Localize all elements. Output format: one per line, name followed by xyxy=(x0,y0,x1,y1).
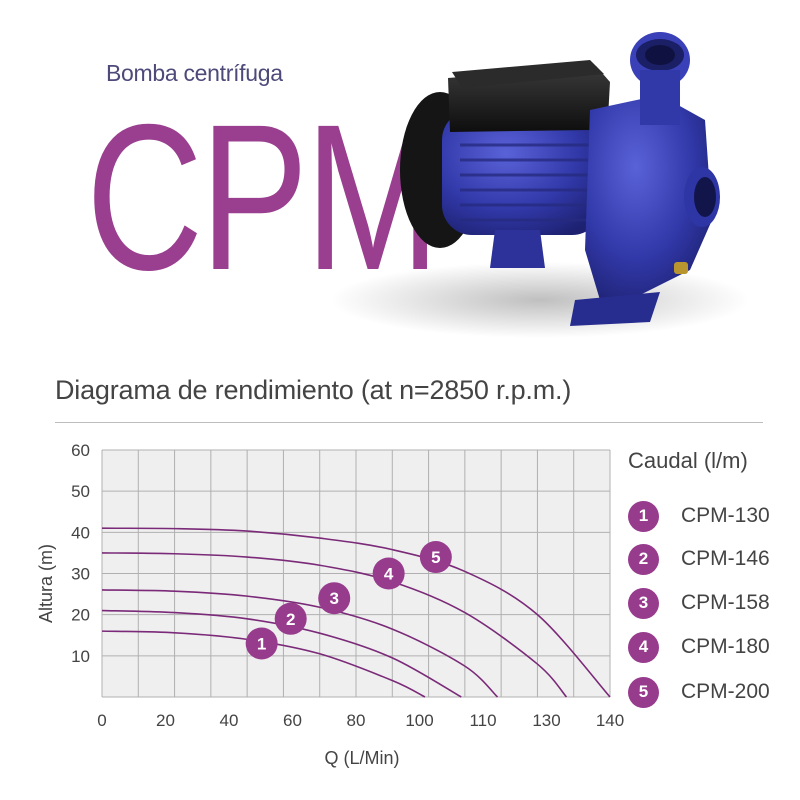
legend-label: CPM-158 xyxy=(681,591,770,614)
legend-badge: 5 xyxy=(628,676,659,708)
curve-marker: 1 xyxy=(245,627,278,660)
x-axis-ticks: 0 20 40 60 80 100 110 130 140 xyxy=(97,711,624,730)
legend-item: 5 CPM-200 xyxy=(628,676,770,708)
x-tick-label: 60 xyxy=(283,711,302,730)
legend-label: CPM-200 xyxy=(681,680,770,703)
x-tick-label: 40 xyxy=(220,711,239,730)
legend-label: CPM-180 xyxy=(681,635,770,658)
curve-marker-number: 4 xyxy=(384,565,394,584)
legend-title: Caudal (l/m) xyxy=(628,448,748,473)
legend-item: 3 CPM-158 xyxy=(628,587,770,619)
y-tick-label: 50 xyxy=(71,482,90,501)
curve-marker-number: 1 xyxy=(257,634,266,653)
legend-badge: 1 xyxy=(628,500,659,532)
y-axis-ticks: 10 20 30 40 50 60 xyxy=(71,441,90,666)
curve-cpm-180 xyxy=(101,552,568,698)
curve-cpm-158 xyxy=(101,589,499,698)
y-tick-label: 20 xyxy=(71,606,90,625)
curve-marker-number: 2 xyxy=(286,610,295,629)
y-tick-label: 30 xyxy=(71,565,90,584)
curve-marker-number: 3 xyxy=(329,589,338,608)
curve-marker-circle xyxy=(419,541,452,574)
x-tick-label: 130 xyxy=(532,711,560,730)
curve-marker-circle xyxy=(372,557,405,590)
grid xyxy=(101,449,611,698)
y-tick-label: 10 xyxy=(71,647,90,666)
product-title: CPM xyxy=(86,82,440,314)
curve-marker: 3 xyxy=(318,582,351,615)
x-tick-label: 140 xyxy=(596,711,624,730)
legend-item: 1 CPM-130 xyxy=(628,500,770,532)
x-tick-label: 100 xyxy=(405,711,433,730)
legend-item: 4 CPM-180 xyxy=(628,631,770,663)
y-tick-label: 60 xyxy=(71,441,90,460)
legend-badge: 2 xyxy=(628,543,659,575)
legend-label: CPM-130 xyxy=(681,504,770,527)
x-tick-label: 80 xyxy=(347,711,366,730)
curve-cpm-130 xyxy=(101,630,426,698)
curve-marker-circle xyxy=(245,627,278,660)
centrifugal-pump-icon xyxy=(330,32,750,338)
y-axis-label: Altura (m) xyxy=(36,544,56,623)
curve-marker: 4 xyxy=(372,557,405,590)
chart-title: Diagrama de rendimiento (at n=2850 r.p.m… xyxy=(55,375,572,405)
curves xyxy=(101,527,611,698)
x-axis-label: Q (L/Min) xyxy=(324,748,399,768)
curve-marker-circle xyxy=(318,582,351,615)
legend-badge: 4 xyxy=(628,631,659,663)
curve-cpm-200 xyxy=(101,527,611,698)
legend-label: CPM-146 xyxy=(681,547,770,570)
legend-item: 2 CPM-146 xyxy=(628,543,770,575)
x-tick-label: 20 xyxy=(156,711,175,730)
divider xyxy=(55,422,763,423)
curve-marker: 5 xyxy=(419,541,452,574)
curve-markers: 1 2 3 4 5 xyxy=(245,541,452,660)
x-tick-label: 110 xyxy=(469,711,496,730)
curve-marker-circle xyxy=(274,602,307,635)
curve-marker: 2 xyxy=(274,602,307,635)
product-subtitle: Bomba centrífuga xyxy=(106,60,283,86)
x-tick-label: 0 xyxy=(97,711,106,730)
legend-badge: 3 xyxy=(628,587,659,619)
curve-marker-number: 5 xyxy=(431,548,440,567)
y-tick-label: 40 xyxy=(71,523,90,542)
